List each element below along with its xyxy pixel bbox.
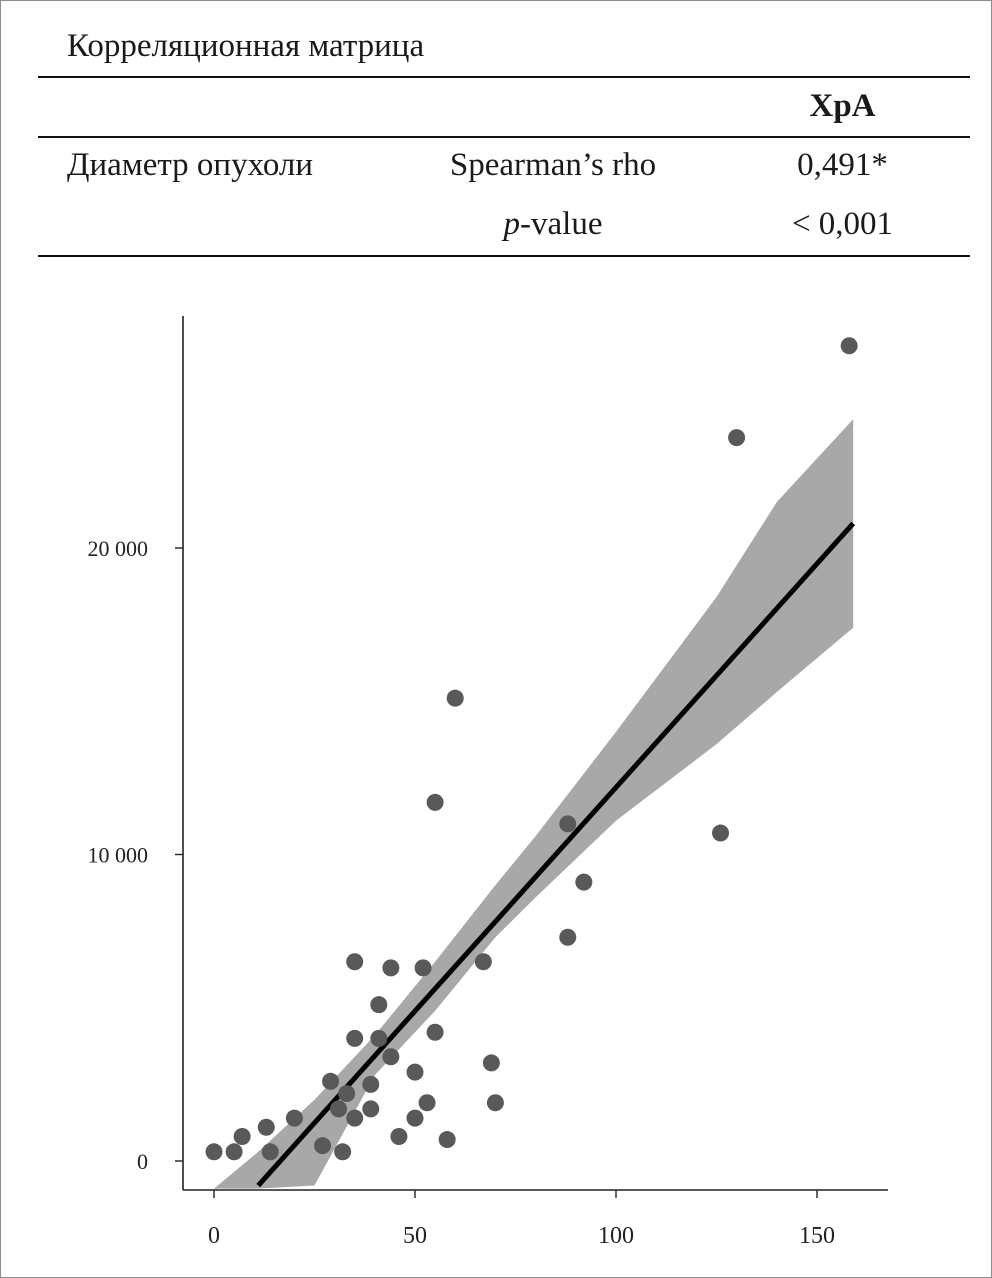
confidence-band bbox=[214, 419, 854, 1189]
data-point bbox=[486, 1094, 504, 1112]
data-point bbox=[559, 815, 577, 833]
data-point bbox=[285, 1109, 303, 1127]
data-point bbox=[338, 1085, 356, 1103]
data-point bbox=[257, 1118, 275, 1136]
data-point bbox=[370, 996, 388, 1014]
table-title: Корреляционная матрица bbox=[67, 28, 425, 64]
table-bottom-rule bbox=[38, 255, 970, 257]
y-tick-label: 0 bbox=[137, 1149, 148, 1174]
data-point bbox=[362, 1075, 380, 1093]
data-point bbox=[426, 1023, 444, 1041]
data-point bbox=[314, 1137, 332, 1155]
p-value-suffix: -value bbox=[520, 206, 603, 242]
x-tick-label: 50 bbox=[403, 1223, 427, 1249]
data-point bbox=[346, 1109, 364, 1127]
p-value: < 0,001 bbox=[791, 206, 894, 242]
data-point bbox=[728, 429, 746, 447]
data-point bbox=[482, 1054, 500, 1072]
data-point bbox=[334, 1143, 352, 1161]
data-point bbox=[346, 953, 364, 971]
data-point bbox=[346, 1029, 364, 1047]
data-point bbox=[840, 337, 858, 355]
row-label-tumor-diameter: Диаметр опухоли bbox=[67, 147, 314, 183]
data-point bbox=[233, 1127, 251, 1145]
data-point bbox=[382, 1048, 400, 1066]
data-point bbox=[446, 689, 464, 707]
data-point bbox=[382, 959, 400, 977]
x-tick-label: 0 bbox=[208, 1223, 220, 1249]
data-point bbox=[362, 1100, 380, 1118]
p-italic: p bbox=[503, 206, 521, 242]
data-point bbox=[390, 1127, 408, 1145]
column-header-xpa: XpA bbox=[809, 88, 876, 124]
data-point bbox=[426, 793, 444, 811]
data-point bbox=[712, 824, 730, 842]
data-point bbox=[370, 1029, 388, 1047]
data-point bbox=[322, 1072, 340, 1090]
points-layer bbox=[205, 337, 858, 1161]
y-tick-label: 20 000 bbox=[88, 536, 149, 561]
stat-label-p-value: p-value bbox=[390, 206, 716, 243]
x-tick-label: 100 bbox=[598, 1223, 634, 1249]
data-point bbox=[575, 873, 593, 891]
rho-value: 0,491* bbox=[797, 147, 888, 183]
fit-line-layer bbox=[256, 521, 856, 1188]
data-point bbox=[418, 1094, 436, 1112]
data-point bbox=[406, 1109, 424, 1127]
data-point bbox=[330, 1100, 348, 1118]
regression-line bbox=[256, 521, 856, 1188]
x-tick-label: 150 bbox=[799, 1223, 835, 1249]
data-point bbox=[414, 959, 432, 977]
data-point bbox=[438, 1131, 456, 1149]
data-point bbox=[205, 1143, 223, 1161]
y-tick-label: 10 000 bbox=[88, 843, 149, 868]
data-point bbox=[261, 1143, 279, 1161]
stat-label-spearman: Spearman’s rho bbox=[449, 147, 657, 183]
table-header-rule bbox=[38, 136, 970, 138]
axes-layer: 0 50 100 150 0 10 000 20 000 bbox=[88, 316, 888, 1249]
data-point bbox=[559, 928, 577, 946]
table-top-rule bbox=[38, 76, 970, 78]
data-point bbox=[225, 1143, 243, 1161]
confidence-band-layer bbox=[214, 419, 854, 1189]
data-point bbox=[474, 953, 492, 971]
data-point bbox=[406, 1063, 424, 1081]
